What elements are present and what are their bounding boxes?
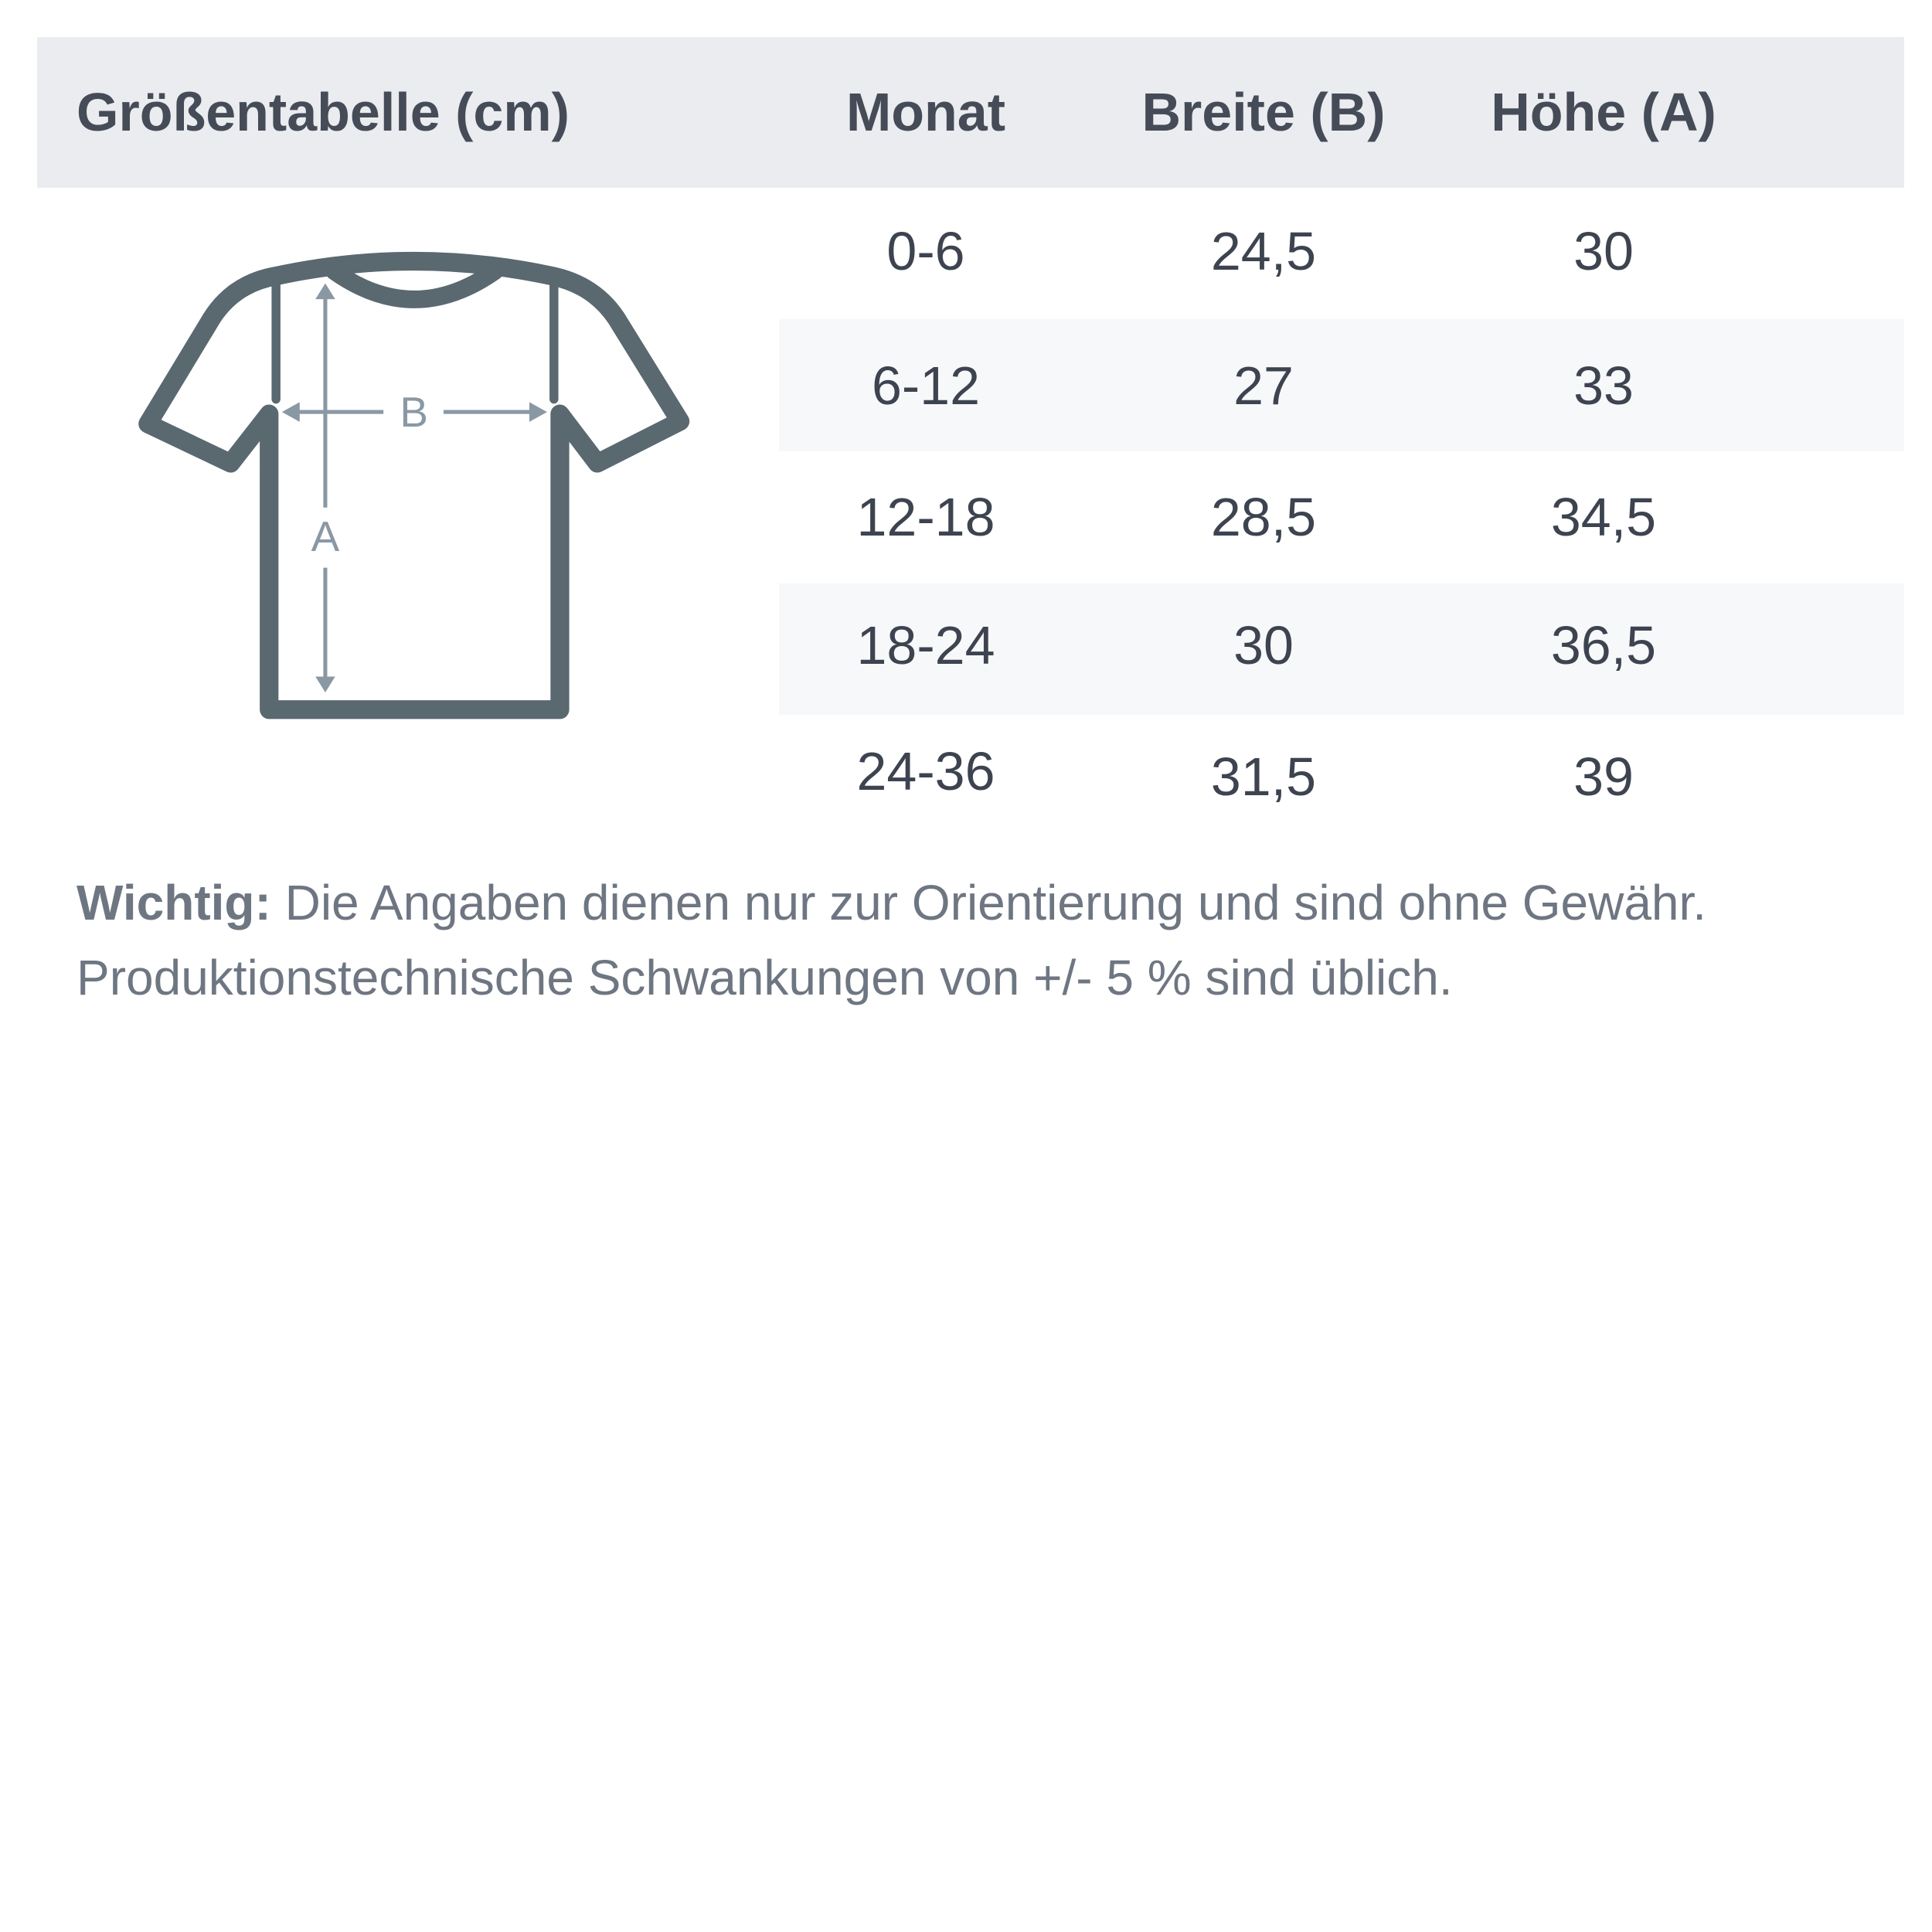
cell-month: 24-36 — [856, 741, 995, 801]
disclaimer-note: Wichtig: Die Angaben dienen nur zur Orie… — [77, 866, 1706, 1015]
row-stripe — [779, 583, 1904, 715]
note-line-1: Die Angaben dienen nur zur Orientierung … — [284, 875, 1707, 930]
measurement-arrows — [281, 283, 547, 692]
size-chart-title: Größentabelle (cm) — [77, 82, 570, 142]
cell-width: 27 — [1233, 355, 1294, 416]
cell-height: 33 — [1573, 355, 1634, 416]
column-header-month: Monat — [845, 82, 1006, 142]
cell-month: 6-12 — [871, 355, 981, 416]
label-height-a: A — [311, 512, 340, 560]
cell-width: 28,5 — [1210, 487, 1317, 547]
note-line-2: Produktionstechnische Schwankungen von +… — [77, 950, 1453, 1005]
row-stripe — [779, 319, 1904, 451]
tshirt-icon — [138, 251, 690, 719]
column-header-width: Breite (B) — [1141, 82, 1386, 142]
cell-month: 12-18 — [856, 487, 995, 547]
cell-height: 39 — [1573, 747, 1634, 807]
cell-height: 34,5 — [1550, 487, 1657, 547]
cell-month: 0-6 — [886, 221, 965, 281]
cell-width: 24,5 — [1210, 221, 1317, 281]
cell-height: 30 — [1573, 221, 1634, 281]
label-width-b: B — [400, 388, 428, 436]
cell-width: 30 — [1233, 615, 1294, 675]
cell-height: 36,5 — [1550, 615, 1657, 675]
cell-month: 18-24 — [856, 615, 995, 675]
note-label: Wichtig: — [77, 875, 271, 930]
tshirt-measurement-diagram: B A — [138, 251, 690, 719]
column-header-height: Höhe (A) — [1491, 82, 1716, 142]
table-header-band — [37, 37, 1904, 188]
cell-width: 31,5 — [1210, 747, 1317, 807]
